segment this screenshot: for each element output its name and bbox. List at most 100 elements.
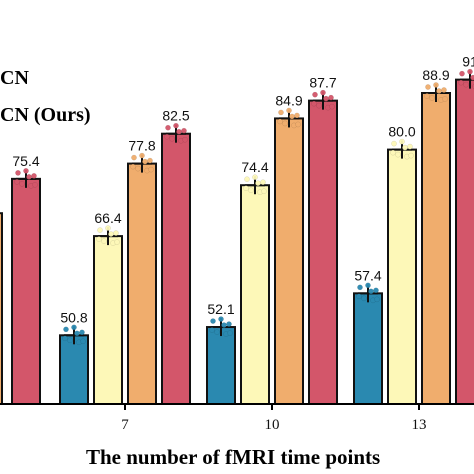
bar-7-s2-point-8 xyxy=(114,239,120,245)
bar-13-s4 xyxy=(455,78,474,405)
bar-7-s2-value-label: 66.4 xyxy=(94,210,121,226)
bar-10-s1 xyxy=(206,326,236,406)
bar-10-s3 xyxy=(274,117,304,405)
bar-10-s3-point-1 xyxy=(278,109,284,116)
bar-10-s2-point-7 xyxy=(255,180,261,187)
bars-layer xyxy=(0,68,474,406)
bar-10-s1-point-3 xyxy=(218,316,224,322)
bar-10-s2 xyxy=(240,184,270,405)
bar-10-s4 xyxy=(308,99,338,406)
partial-bar-2-point-5 xyxy=(31,173,37,179)
bar-13-s3-point-2 xyxy=(429,95,435,101)
partial-bar-2-point-1 xyxy=(15,170,21,176)
bar-7-s4-point-6 xyxy=(164,133,170,140)
bar-13-s1-point-6 xyxy=(356,293,362,300)
bar-7-s2-point-5 xyxy=(113,230,119,236)
bar-13-s3-point-6 xyxy=(424,93,430,99)
bar-13-s3 xyxy=(421,91,451,405)
bar-7-s1-point-1 xyxy=(63,326,69,333)
legend-entry-1: CN xyxy=(0,67,29,89)
bar-10-s4-point-8 xyxy=(329,103,335,110)
partial-bar-2 xyxy=(11,177,41,405)
bar-7-s2 xyxy=(93,235,123,405)
bar-7-s1-point-6 xyxy=(62,335,68,342)
bar-10-s3-value-label: 84.9 xyxy=(275,92,302,108)
bar-7-s4-value-label: 82.5 xyxy=(162,108,189,124)
bar-10-s3-point-3 xyxy=(286,107,292,114)
bar-10-s2-point-3 xyxy=(252,174,258,181)
bar-13-s1-point-3 xyxy=(365,282,371,289)
bar-13-s2-value-label: 80.0 xyxy=(388,124,415,140)
bar-7-s1-point-5 xyxy=(79,329,85,336)
bar-13-s3-point-5 xyxy=(441,87,447,93)
bar-7-s2-point-7 xyxy=(108,231,114,237)
bar-10-s3-point-6 xyxy=(277,118,283,125)
bar-10-s3-point-2 xyxy=(282,120,288,127)
bar-13-s2-point-2 xyxy=(395,151,401,158)
bar-7-s3-point-3 xyxy=(139,152,145,159)
bar-13-s2-point-3 xyxy=(399,138,405,145)
bar-10-s1-point-7 xyxy=(221,322,227,328)
bar-7-s3-point-7 xyxy=(142,158,148,165)
bar-13-s1 xyxy=(353,292,383,405)
x-tick-label-10: 10 xyxy=(265,417,280,433)
bar-7-s3-value-label: 77.8 xyxy=(128,138,155,154)
bar-10-s4-point-1 xyxy=(312,91,318,98)
bar-13-s3-point-8 xyxy=(442,96,448,102)
bar-10-s2-point-8 xyxy=(261,188,267,195)
bar-13-s3-point-1 xyxy=(425,84,431,90)
partial-bar-2-point-3 xyxy=(23,168,29,174)
bar-13-s2-point-7 xyxy=(402,144,408,151)
ticks-layer: 7 10 13 xyxy=(121,404,427,433)
bar-13-s1-value-label: 57.4 xyxy=(354,267,381,283)
bar-7-s1-value-label: 50.8 xyxy=(60,309,87,325)
bar-10-s4-point-7 xyxy=(323,95,329,102)
x-tick-label-7: 7 xyxy=(121,417,129,433)
bar-13-s2-point-8 xyxy=(408,152,414,159)
bar-7-s4-point-3 xyxy=(173,122,179,129)
partial-bar-2-point-8 xyxy=(32,182,38,188)
bar-13-s3-point-3 xyxy=(433,82,439,88)
bar-10-s2-point-5 xyxy=(260,179,266,186)
bar-7-s4-point-7 xyxy=(176,128,182,135)
bar-10-s3-point-7 xyxy=(289,113,295,120)
bar-7-s1-point-8 xyxy=(80,338,86,345)
partial-bar-2-point-7 xyxy=(26,174,32,180)
bar-10-s2-point-6 xyxy=(243,185,249,192)
bar-13-s4-value-label: 91 xyxy=(462,54,474,70)
bar-7-s1-point-7 xyxy=(74,330,80,337)
bar-13-s4-point-7 xyxy=(470,74,474,81)
bar-10-s2-point-2 xyxy=(248,187,254,194)
bar-13-s1-point-2 xyxy=(361,295,367,302)
bar-10-s1-point-1 xyxy=(210,318,216,324)
bar-13-s1-point-1 xyxy=(357,284,363,291)
partial-bar-2-point-2 xyxy=(19,181,25,187)
bar-13-s1-point-5 xyxy=(373,287,379,294)
bar-10-s3-point-5 xyxy=(294,112,300,119)
bar-13-s2-point-1 xyxy=(391,140,397,147)
bar-7-s3-point-2 xyxy=(135,165,141,172)
bar-10-s4-point-5 xyxy=(328,94,334,101)
legend-entry-2: CN (Ours) xyxy=(0,104,91,126)
bar-10-s1-point-8 xyxy=(227,330,233,336)
bar-10-s4-point-2 xyxy=(316,102,322,109)
bar-13-s2 xyxy=(387,148,417,405)
labels-layer: 575.450.866.477.882.552.174.484.987.757.… xyxy=(12,54,474,326)
bar-13-s3-point-7 xyxy=(436,88,442,94)
bar-7-s3 xyxy=(127,162,157,405)
bar-7-s3-point-5 xyxy=(147,157,153,164)
bar-7-s4-point-2 xyxy=(169,135,175,142)
bar-7-s2-point-3 xyxy=(105,225,111,231)
bar-7-s4-point-5 xyxy=(181,127,187,134)
bar-10-s2-point-1 xyxy=(244,176,250,183)
bar-13-s1-point-8 xyxy=(374,296,380,303)
x-tick-label-13: 13 xyxy=(412,417,427,433)
bar-7-s2-point-2 xyxy=(101,238,107,244)
bar-7-s3-point-8 xyxy=(148,166,154,173)
bar-10-s2-value-label: 74.4 xyxy=(241,159,268,175)
bar-7-s1 xyxy=(59,334,89,406)
bar-10-s4-point-3 xyxy=(320,89,326,96)
bar-10-s1-point-5 xyxy=(226,321,232,327)
bar-13-s1-point-7 xyxy=(368,288,374,295)
